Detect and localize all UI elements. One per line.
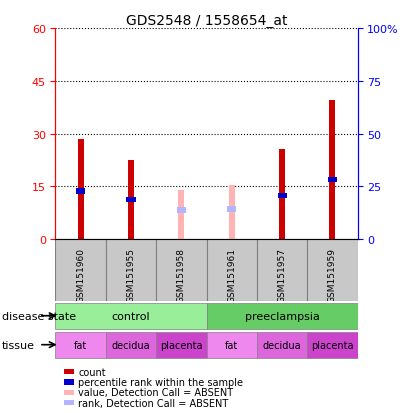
Bar [128,161,134,240]
Text: GSM151958: GSM151958 [177,247,186,302]
Bar [206,303,358,329]
Text: decidua: decidua [112,340,150,350]
Bar [329,101,335,240]
Text: decidua: decidua [263,340,301,350]
Text: percentile rank within the sample: percentile rank within the sample [78,377,243,387]
Bar [206,332,257,358]
Text: GSM151955: GSM151955 [127,247,136,302]
Bar [328,178,337,183]
Bar [307,332,358,358]
Text: control: control [112,311,150,321]
Bar [177,208,186,213]
Bar [106,332,156,358]
Bar [78,140,84,240]
Text: placenta: placenta [311,340,353,350]
Text: count: count [78,367,106,377]
Bar [229,185,235,240]
Text: tissue: tissue [2,340,35,350]
Title: GDS2548 / 1558654_at: GDS2548 / 1558654_at [126,14,287,28]
Text: rank, Detection Call = ABSENT: rank, Detection Call = ABSENT [78,398,229,408]
Bar [55,332,106,358]
Text: GSM151961: GSM151961 [227,247,236,302]
Bar [206,240,257,301]
Bar [277,193,286,199]
Text: value, Detection Call = ABSENT: value, Detection Call = ABSENT [78,387,233,397]
Bar [257,240,307,301]
Bar [227,207,236,212]
Bar [307,240,358,301]
Bar [106,240,156,301]
Bar [156,332,206,358]
Bar [279,150,285,240]
Text: GSM151957: GSM151957 [277,247,286,302]
Text: fat: fat [74,340,87,350]
Bar [156,240,206,301]
Bar [178,190,185,240]
Text: fat: fat [225,340,238,350]
Bar [76,189,85,194]
Bar [257,332,307,358]
Text: disease state: disease state [2,311,76,321]
Text: GSM151959: GSM151959 [328,247,337,302]
Text: placenta: placenta [160,340,203,350]
Text: preeclampsia: preeclampsia [245,311,319,321]
Bar [127,197,136,203]
Bar [55,240,106,301]
Text: GSM151960: GSM151960 [76,247,85,302]
Bar [55,303,206,329]
